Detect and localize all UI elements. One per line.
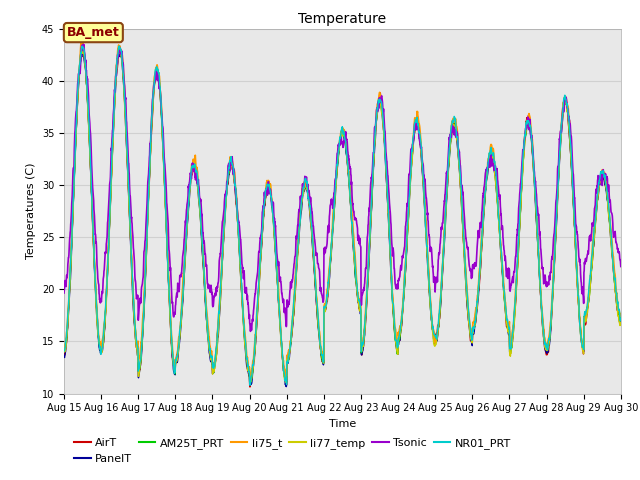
NR01_PRT — [359, 339, 367, 345]
Tsonic — [505, 265, 513, 271]
Line: li77_temp: li77_temp — [64, 50, 621, 383]
NR01_PRT — [568, 168, 576, 173]
li77_temp — [371, 137, 379, 143]
Tsonic — [584, 251, 591, 257]
NR01_PRT — [246, 383, 254, 388]
li75_t — [617, 313, 625, 319]
Line: NR01_PRT: NR01_PRT — [64, 46, 621, 385]
li75_t — [584, 300, 591, 306]
NR01_PRT — [216, 301, 223, 307]
Line: PanelT: PanelT — [64, 52, 621, 386]
Line: AirT: AirT — [64, 46, 621, 387]
AM25T_PRT — [371, 132, 379, 138]
Tsonic — [246, 328, 254, 334]
AM25T_PRT — [617, 315, 625, 321]
li75_t — [568, 168, 576, 173]
AM25T_PRT — [505, 328, 513, 334]
li77_temp — [568, 172, 576, 178]
AirT — [60, 348, 68, 354]
Line: Tsonic: Tsonic — [64, 44, 621, 331]
AM25T_PRT — [568, 173, 576, 179]
li77_temp — [617, 319, 625, 325]
li77_temp — [359, 344, 367, 349]
Line: li75_t: li75_t — [64, 39, 621, 379]
AirT — [359, 345, 367, 350]
li75_t — [60, 343, 68, 349]
AirT — [371, 134, 379, 140]
NR01_PRT — [115, 43, 123, 49]
Text: BA_met: BA_met — [67, 26, 120, 39]
PanelT — [79, 49, 87, 55]
NR01_PRT — [505, 324, 513, 329]
li75_t — [371, 130, 379, 135]
li75_t — [79, 36, 86, 42]
Tsonic — [617, 264, 625, 269]
Tsonic — [371, 127, 379, 133]
li77_temp — [246, 380, 254, 386]
PanelT — [359, 348, 367, 353]
PanelT — [505, 332, 513, 338]
AirT — [216, 306, 223, 312]
PanelT — [216, 312, 223, 318]
Legend: AirT, PanelT, AM25T_PRT, li75_t, li77_temp, Tsonic, NR01_PRT: AirT, PanelT, AM25T_PRT, li75_t, li77_te… — [70, 434, 515, 468]
li77_temp — [216, 309, 223, 315]
X-axis label: Time: Time — [329, 419, 356, 429]
li77_temp — [79, 48, 86, 53]
PanelT — [60, 353, 68, 359]
li77_temp — [584, 310, 591, 315]
AirT — [568, 173, 576, 179]
PanelT — [584, 305, 591, 311]
Tsonic — [216, 256, 223, 262]
Tsonic — [60, 290, 68, 296]
PanelT — [617, 321, 625, 326]
Tsonic — [79, 41, 87, 47]
AirT — [505, 324, 513, 330]
AirT — [617, 320, 625, 326]
PanelT — [282, 384, 290, 389]
li75_t — [216, 299, 223, 304]
li75_t — [505, 325, 513, 331]
li75_t — [246, 376, 254, 382]
NR01_PRT — [617, 316, 625, 322]
li77_temp — [505, 329, 513, 335]
PanelT — [568, 176, 576, 182]
AM25T_PRT — [116, 43, 124, 49]
AirT — [584, 304, 591, 310]
NR01_PRT — [584, 301, 591, 307]
PanelT — [371, 141, 379, 146]
NR01_PRT — [60, 348, 68, 354]
AM25T_PRT — [584, 306, 591, 312]
Title: Temperature: Temperature — [298, 12, 387, 26]
Y-axis label: Temperatures (C): Temperatures (C) — [26, 163, 36, 260]
AirT — [79, 43, 86, 49]
AM25T_PRT — [216, 302, 223, 308]
Line: AM25T_PRT: AM25T_PRT — [64, 46, 621, 383]
NR01_PRT — [371, 129, 379, 134]
li77_temp — [60, 349, 68, 355]
Tsonic — [568, 151, 576, 156]
AM25T_PRT — [283, 380, 291, 385]
AM25T_PRT — [359, 342, 367, 348]
li75_t — [359, 339, 367, 345]
AirT — [246, 384, 254, 390]
AM25T_PRT — [60, 348, 68, 354]
Tsonic — [359, 290, 367, 296]
